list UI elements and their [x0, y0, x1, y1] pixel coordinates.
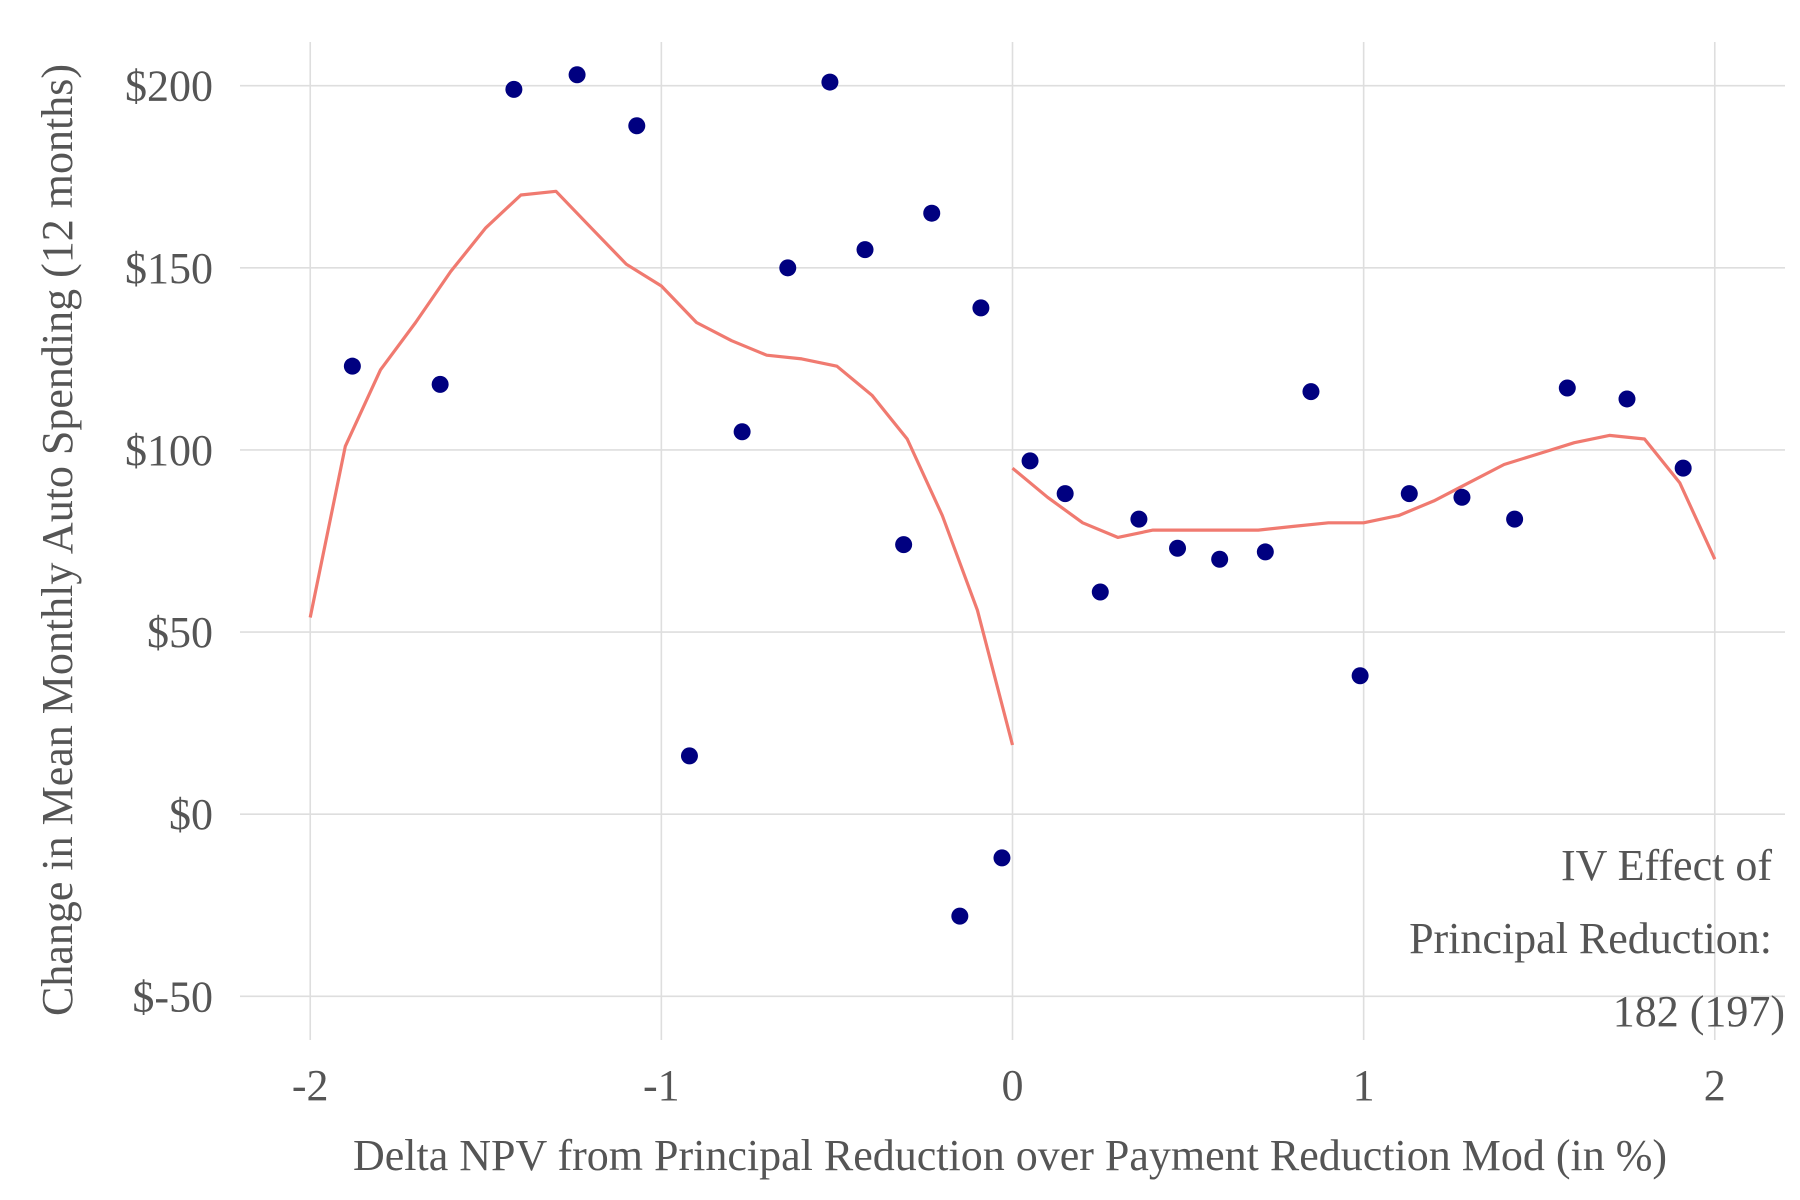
y-tick-label: $-50 — [132, 972, 213, 1021]
data-point — [1618, 390, 1636, 408]
data-point — [343, 357, 361, 375]
data-point — [895, 536, 913, 554]
grid-lines — [240, 42, 1785, 1040]
annotation-line-2: Principal Reduction: — [1409, 914, 1772, 963]
data-point — [1169, 539, 1187, 557]
data-point — [856, 241, 874, 259]
annotation-line-3: 182 (197) — [1613, 987, 1785, 1036]
data-point — [972, 299, 990, 317]
y-axis-tick-labels: $-50 $0 $50 $100 $150 $200 — [125, 62, 213, 1022]
data-point — [431, 375, 449, 393]
data-point — [733, 423, 751, 441]
data-point — [1211, 550, 1229, 568]
data-point — [1674, 459, 1692, 477]
y-tick-label: $100 — [125, 426, 213, 475]
y-tick-label: $150 — [125, 244, 213, 293]
x-axis-title: Delta NPV from Principal Reduction over … — [353, 1131, 1667, 1180]
x-tick-label: 0 — [1002, 1061, 1024, 1110]
data-point — [680, 747, 698, 765]
data-point — [1130, 510, 1148, 528]
x-tick-label: 1 — [1353, 1061, 1375, 1110]
x-tick-label: -2 — [292, 1061, 329, 1110]
x-tick-label: 2 — [1704, 1061, 1726, 1110]
data-point — [1256, 543, 1274, 561]
data-point — [1400, 485, 1418, 503]
fit-line-1 — [308, 189, 1015, 746]
x-axis-tick-labels: -2 -1 0 1 2 — [292, 1061, 1726, 1110]
data-point — [1506, 510, 1524, 528]
data-point — [1351, 667, 1369, 685]
fit-lines — [308, 189, 1717, 746]
data-point — [923, 204, 941, 222]
data-point — [951, 907, 969, 925]
data-point — [505, 80, 523, 98]
data-point — [1302, 383, 1320, 401]
data-point — [1021, 452, 1039, 470]
data-point — [779, 259, 797, 277]
y-axis-title: Change in Mean Monthly Auto Spending (12… — [33, 64, 82, 1016]
y-tick-label: $0 — [169, 790, 213, 839]
data-point — [1091, 583, 1109, 601]
data-point — [1453, 488, 1471, 506]
x-tick-label: -1 — [643, 1061, 680, 1110]
data-points — [343, 66, 1692, 925]
data-point — [1056, 485, 1074, 503]
data-point — [628, 117, 646, 135]
data-point — [1558, 379, 1576, 397]
data-point — [993, 849, 1011, 867]
data-point — [568, 66, 586, 84]
data-point — [821, 73, 839, 91]
fit-line-2 — [1011, 433, 1717, 560]
annotation-line-1: IV Effect of — [1561, 841, 1772, 890]
y-tick-label: $200 — [125, 62, 213, 111]
y-tick-label: $50 — [147, 608, 213, 657]
